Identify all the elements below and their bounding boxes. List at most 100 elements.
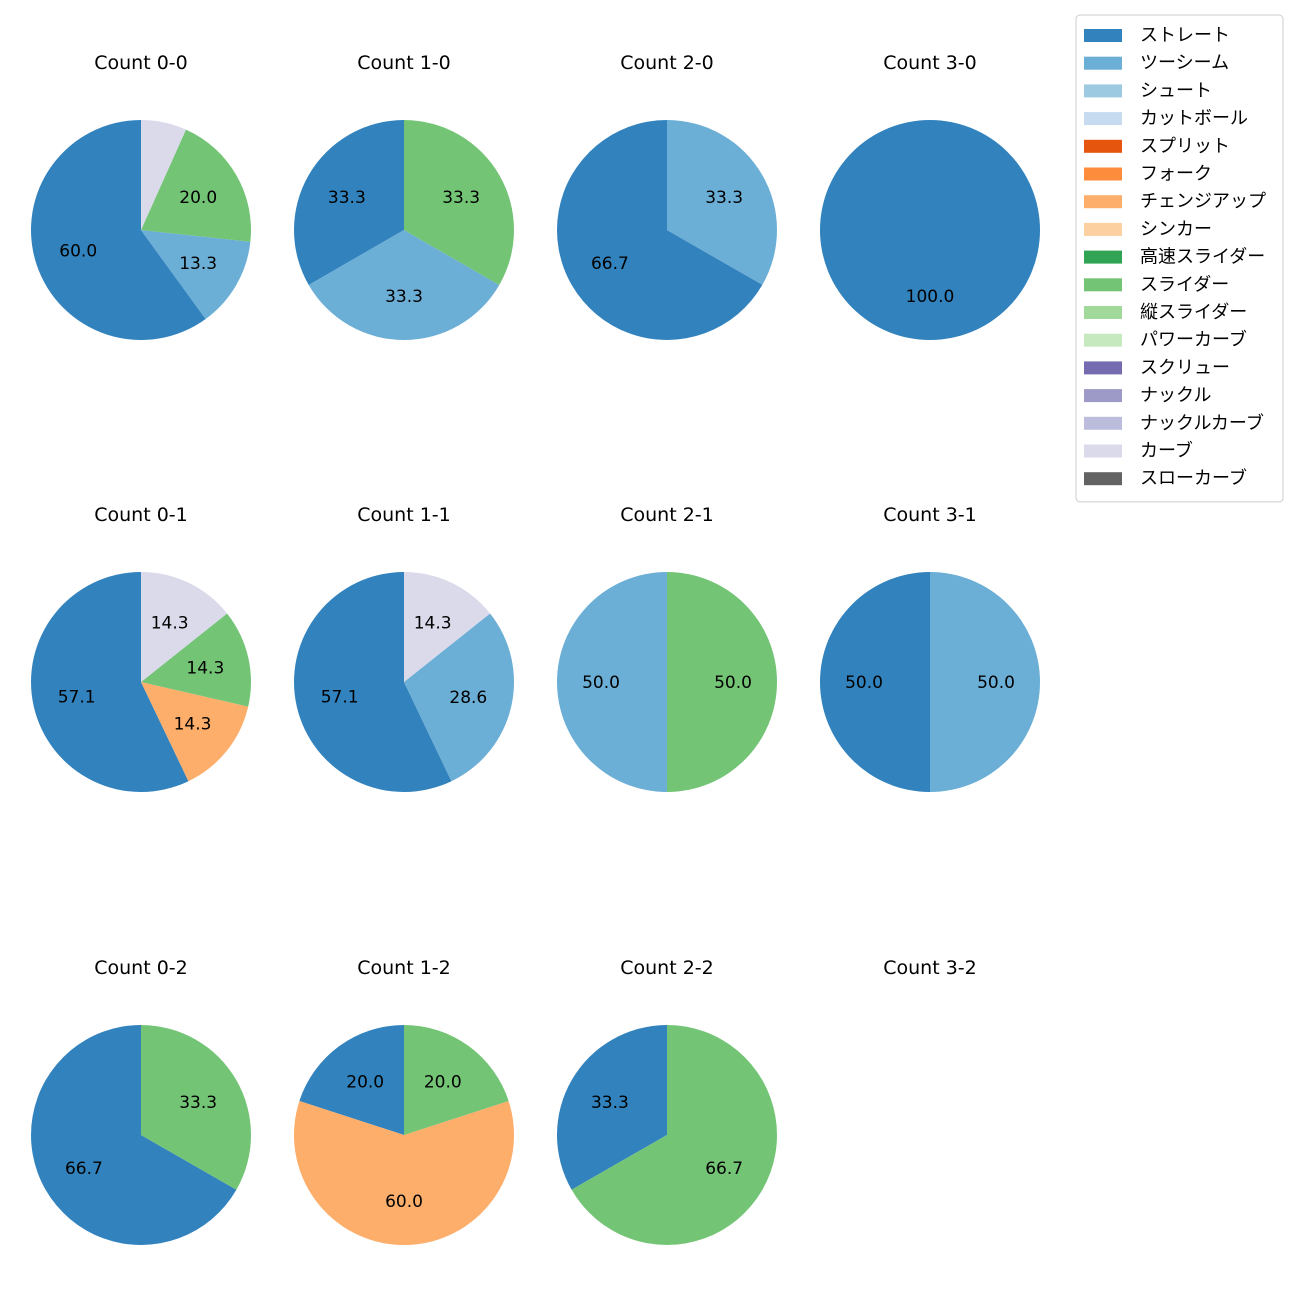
pie-slice (31, 572, 189, 793)
pie-count-2-1: Count 2-1 50.0 50.0 (557, 504, 777, 792)
pie-slice (820, 572, 930, 792)
legend-swatch (1084, 195, 1122, 209)
legend-swatch (1084, 444, 1122, 458)
pie-slice (667, 572, 777, 792)
pie-count-1-1: Count 1-1 57.1 28.6 14.3 (294, 504, 515, 793)
pie-count-1-2: Count 1-2 20.0 60.0 20.0 (294, 957, 514, 1245)
slice-label: 13.3 (179, 254, 217, 274)
legend-label: カーブ (1140, 440, 1193, 462)
pie-title: Count 0-0 (94, 52, 188, 74)
legend-label: シンカー (1140, 219, 1212, 240)
pie-count-3-1: Count 3-1 50.0 50.0 (820, 504, 1040, 792)
pie-slice (404, 1025, 509, 1135)
pie-title: Count 3-2 (883, 957, 977, 979)
pie-slice (404, 572, 491, 682)
slice-label: 50.0 (714, 673, 752, 693)
pie-slice (141, 613, 252, 707)
legend-swatch (1084, 56, 1122, 70)
legend-label: ツーシーム (1140, 53, 1229, 74)
pie-count-2-2: Count 2-2 33.3 66.7 (556, 957, 777, 1245)
legend-swatch (1084, 29, 1122, 42)
pie-count-1-0: Count 1-0 33.3 33.3 33.3 (293, 52, 514, 340)
slice-label: 20.0 (346, 1073, 384, 1093)
slice-label: 28.6 (449, 688, 487, 708)
legend-label: シュート (1140, 80, 1212, 101)
pie-title: Count 1-0 (357, 52, 451, 74)
slice-label: 50.0 (977, 673, 1015, 693)
legend-label: スライダー (1140, 274, 1229, 295)
legend-swatch (1084, 416, 1122, 430)
pie-slice (404, 613, 515, 782)
legend-label: ストレート (1140, 25, 1230, 46)
legend-label: 高速スライダー (1140, 247, 1265, 268)
pie-slice (667, 120, 777, 285)
pie-slice (141, 572, 228, 682)
legend-label: チェンジアップ (1140, 191, 1266, 212)
pie-count-0-1: Count 0-1 57.1 14.3 14.3 14.3 (31, 504, 252, 793)
pie-slice (308, 230, 500, 340)
pie-slice (404, 120, 514, 285)
slice-label: 33.3 (442, 188, 480, 208)
legend-swatch (1084, 167, 1122, 181)
pie-slice (820, 120, 1040, 340)
slice-label: 14.3 (151, 614, 189, 634)
pie-slice (141, 120, 186, 230)
legend-swatch (1084, 112, 1122, 126)
legend-swatch (1084, 250, 1122, 264)
pie-title: Count 0-2 (94, 957, 188, 979)
pie-slice (141, 682, 249, 782)
pie-slice (293, 120, 404, 285)
pie-count-0-0: Count 0-0 60.0 13.3 20.0 (31, 52, 251, 340)
pie-title: Count 1-1 (357, 504, 451, 526)
pie-slice (31, 120, 206, 340)
pie-slice (141, 230, 251, 319)
legend-swatch (1084, 139, 1122, 153)
slice-label: 33.3 (179, 1093, 217, 1113)
slice-label: 20.0 (424, 1073, 462, 1093)
slice-label: 33.3 (385, 287, 423, 307)
legend-label: 縦スライダー (1140, 302, 1247, 323)
legend-label: カットボール (1140, 108, 1248, 129)
legend-swatch (1084, 306, 1122, 319)
slice-label: 33.3 (705, 188, 743, 208)
slice-label: 14.3 (174, 714, 212, 734)
pie-slice (294, 1101, 514, 1245)
slice-label: 60.0 (385, 1192, 423, 1212)
pie-slice (141, 129, 251, 242)
pie-count-3-0: Count 3-0 100.0 (820, 52, 1040, 340)
pie-count-3-2: Count 3-2 (883, 957, 977, 979)
pie-title: Count 1-2 (357, 957, 451, 979)
legend-frame (1075, 14, 1284, 503)
pie-title: Count 3-1 (883, 504, 977, 526)
slice-label: 66.7 (591, 254, 629, 274)
pie-slice (571, 1025, 777, 1245)
pie-slice (30, 1025, 237, 1245)
legend-label: パワーカーブ (1140, 329, 1247, 351)
slice-label: 14.3 (414, 614, 452, 634)
legend-swatch (1084, 361, 1122, 375)
legend-label: ナックル (1140, 385, 1211, 406)
legend-label: ナックルカーブ (1140, 412, 1264, 434)
pie-title: Count 2-0 (620, 52, 714, 74)
slice-label: 57.1 (321, 688, 359, 708)
slice-label: 33.3 (591, 1093, 629, 1113)
legend-label: スプリット (1140, 136, 1230, 157)
slice-label: 66.7 (705, 1159, 743, 1179)
legend-swatch (1084, 389, 1122, 403)
slice-label: 20.0 (179, 188, 217, 208)
pie-count-2-0: Count 2-0 66.7 33.3 (556, 52, 777, 340)
pie-title: Count 2-1 (620, 504, 714, 526)
legend-swatch (1084, 472, 1122, 486)
legend-label: フォーク (1140, 164, 1212, 185)
pie-slice (299, 1025, 404, 1135)
slice-label: 66.7 (65, 1159, 103, 1179)
legend-swatch (1084, 278, 1122, 292)
pie-title: Count 2-2 (620, 957, 714, 979)
pie-slice (556, 120, 763, 340)
legend-label: スクリュー (1140, 357, 1230, 378)
pie-count-0-2: Count 0-2 66.7 33.3 (30, 957, 251, 1245)
legend-label: スローカーブ (1140, 467, 1247, 489)
legend: ストレートツーシームシュートカットボールスプリットフォークチェンジアップシンカー… (1075, 14, 1284, 503)
legend-swatch (1084, 333, 1122, 347)
